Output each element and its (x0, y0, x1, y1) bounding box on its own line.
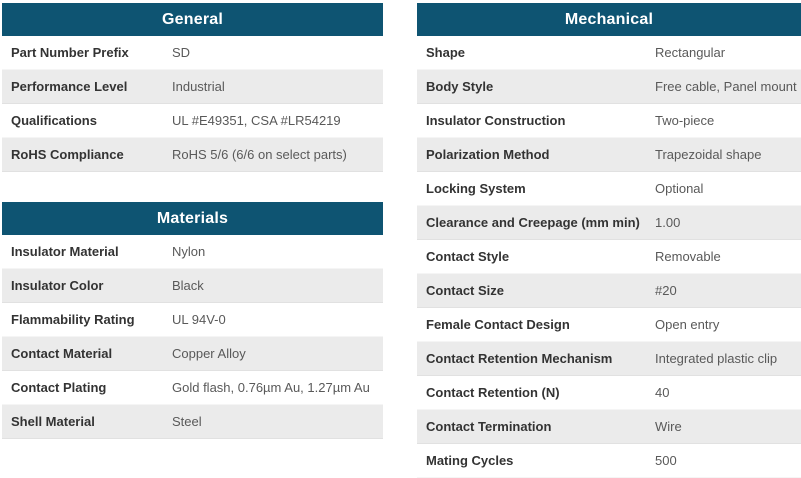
table-row: Performance Level Industrial (2, 70, 383, 104)
spec-value: #20 (655, 283, 677, 298)
spec-label: Performance Level (11, 79, 128, 94)
spec-label: RoHS Compliance (11, 147, 124, 162)
spec-value: Industrial (172, 79, 225, 94)
spec-label: Insulator Material (11, 244, 119, 259)
table-row: Clearance and Creepage (mm min) 1.00 (417, 206, 801, 240)
spec-value: Steel (172, 414, 202, 429)
spec-value: UL #E49351, CSA #LR54219 (172, 113, 341, 128)
spec-label: Insulator Construction (426, 113, 566, 128)
spec-label: Contact Plating (11, 380, 107, 395)
general-table-header: General (2, 3, 383, 36)
spec-label: Contact Retention Mechanism (426, 351, 613, 366)
table-row: Shape Rectangular (417, 36, 801, 70)
spec-value: Rectangular (655, 45, 726, 60)
spec-value: Free cable, Panel mount (655, 79, 797, 94)
spec-value: Copper Alloy (172, 346, 246, 361)
table-row: Flammability Rating UL 94V-0 (2, 303, 383, 337)
spec-value: Two-piece (655, 113, 715, 128)
spec-value: UL 94V-0 (172, 312, 226, 327)
table-row: Locking System Optional (417, 172, 801, 206)
spec-label: Contact Termination (426, 419, 552, 434)
mechanical-table-header: Mechanical (417, 3, 801, 36)
spec-value: SD (172, 45, 191, 60)
table-row: Mating Cycles 500 (417, 444, 801, 478)
spec-label: Insulator Color (11, 278, 104, 293)
table-row: Polarization Method Trapezoidal shape (417, 138, 801, 172)
spec-label: Body Style (426, 79, 494, 94)
table-row: Contact Retention (N) 40 (417, 376, 801, 410)
table-row: Contact Size #20 (417, 274, 801, 308)
table-row: Insulator Construction Two-piece (417, 104, 801, 138)
spec-value: 500 (655, 453, 677, 468)
spec-label: Shell Material (11, 414, 95, 429)
spec-value: Nylon (172, 244, 206, 259)
spec-value: Optional (655, 181, 704, 196)
right-column: Mechanical Shape Rectangular Body Style Free… (417, 3, 801, 478)
table-row: Female Contact Design Open entry (417, 308, 801, 342)
spec-value: Wire (655, 419, 682, 434)
general-table: General Part Number Prefix SD Performance L… (2, 3, 383, 172)
table-row: Contact Material Copper Alloy (2, 337, 383, 371)
spec-label: Contact Size (426, 283, 505, 298)
table-row: Contact Plating Gold flash, 0.76µm Au, 1.… (2, 371, 383, 405)
spec-label: Flammability Rating (11, 312, 135, 327)
spec-label: Contact Retention (N) (426, 385, 560, 400)
materials-table: Materials Insulator Material Nylon Insulato… (2, 202, 383, 439)
spec-label: Qualifications (11, 113, 97, 128)
mechanical-table-title: Mechanical (564, 10, 654, 28)
spec-label: Polarization Method (426, 147, 550, 162)
table-row: Body Style Free cable, Panel mount (417, 70, 801, 104)
spec-value: 1.00 (655, 215, 681, 230)
spec-value: Trapezoidal shape (655, 147, 762, 162)
table-row: Contact Style Removable (417, 240, 801, 274)
materials-table-header: Materials (2, 202, 383, 235)
spec-value: Removable (655, 249, 721, 264)
table-row: Qualifications UL #E49351, CSA #LR54219 (2, 104, 383, 138)
left-column: General Part Number Prefix SD Performance L… (2, 3, 383, 478)
spec-label: Female Contact Design (426, 317, 570, 332)
spec-value: Open entry (655, 317, 720, 332)
spec-value: Black (172, 278, 204, 293)
spec-value: Integrated plastic clip (655, 351, 778, 366)
table-row: Contact Retention Mechanism Integrated pl… (417, 342, 801, 376)
table-row: RoHS Compliance RoHS 5/6 (6/6 on select p… (2, 138, 383, 172)
spec-value: RoHS 5/6 (6/6 on select parts) (172, 147, 347, 162)
spec-label: Part Number Prefix (11, 45, 129, 60)
table-row: Contact Termination Wire (417, 410, 801, 444)
spec-label: Contact Material (11, 346, 113, 361)
materials-table-title: Materials (156, 209, 229, 227)
spec-label: Clearance and Creepage (mm min) (426, 215, 640, 230)
spec-label: Mating Cycles (426, 453, 514, 468)
mechanical-table: Mechanical Shape Rectangular Body Style Free… (417, 3, 801, 478)
spec-label: Shape (426, 45, 466, 60)
table-row: Part Number Prefix SD (2, 36, 383, 70)
table-row: Shell Material Steel (2, 405, 383, 439)
table-row: Insulator Material Nylon (2, 235, 383, 269)
spec-label: Locking System (426, 181, 526, 196)
spec-label: Contact Style (426, 249, 510, 264)
table-row: Insulator Color Black (2, 269, 383, 303)
spec-value: Gold flash, 0.76µm Au, 1.27µm Au (172, 380, 370, 395)
spec-value: 40 (655, 385, 670, 400)
general-table-title: General (162, 10, 223, 28)
